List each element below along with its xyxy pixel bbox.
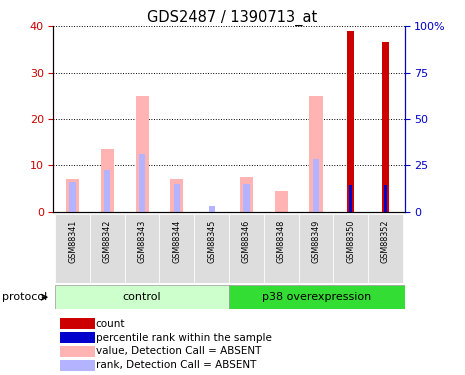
Bar	[60, 332, 95, 343]
Text: protocol: protocol	[2, 292, 47, 302]
Bar	[139, 154, 145, 212]
Bar	[384, 185, 387, 212]
Bar	[125, 214, 159, 283]
Bar	[229, 285, 405, 309]
Bar	[264, 214, 299, 283]
Bar	[159, 214, 194, 283]
Text: percentile rank within the sample: percentile rank within the sample	[96, 333, 272, 342]
Bar	[368, 214, 403, 283]
Bar	[60, 360, 95, 370]
Bar	[60, 346, 95, 357]
Text: GSM88352: GSM88352	[381, 219, 390, 263]
Text: GSM88341: GSM88341	[68, 219, 77, 262]
Text: GSM88343: GSM88343	[138, 219, 146, 262]
Bar	[382, 42, 389, 212]
Text: GSM88348: GSM88348	[277, 219, 286, 262]
Text: GDS2487 / 1390713_at: GDS2487 / 1390713_at	[147, 9, 318, 26]
Bar	[170, 179, 184, 212]
Text: rank, Detection Call = ABSENT: rank, Detection Call = ABSENT	[96, 360, 256, 370]
Bar	[194, 214, 229, 283]
Bar	[101, 149, 114, 212]
Bar	[90, 214, 125, 283]
Bar	[208, 206, 215, 212]
Bar	[347, 31, 354, 212]
Text: GSM88344: GSM88344	[173, 219, 181, 262]
Bar	[104, 170, 111, 212]
Bar	[229, 214, 264, 283]
Bar	[274, 191, 288, 212]
Text: GSM88350: GSM88350	[346, 219, 355, 262]
Bar	[333, 214, 368, 283]
Text: control: control	[123, 292, 161, 302]
Text: count: count	[96, 319, 125, 328]
Bar	[66, 179, 79, 212]
Bar	[174, 184, 180, 212]
Text: GSM88349: GSM88349	[312, 219, 320, 262]
Text: GSM88346: GSM88346	[242, 219, 251, 262]
Bar	[240, 177, 253, 212]
Bar	[313, 159, 319, 212]
Bar	[309, 96, 323, 212]
Text: GSM88345: GSM88345	[207, 219, 216, 262]
Bar	[55, 285, 229, 309]
Bar	[69, 182, 76, 212]
Bar	[60, 318, 95, 329]
Bar	[55, 214, 90, 283]
Bar	[349, 185, 352, 212]
Text: p38 overexpression: p38 overexpression	[262, 292, 372, 302]
Bar	[135, 96, 149, 212]
Bar	[243, 184, 250, 212]
Bar	[299, 214, 333, 283]
Text: value, Detection Call = ABSENT: value, Detection Call = ABSENT	[96, 346, 261, 357]
Text: GSM88342: GSM88342	[103, 219, 112, 262]
